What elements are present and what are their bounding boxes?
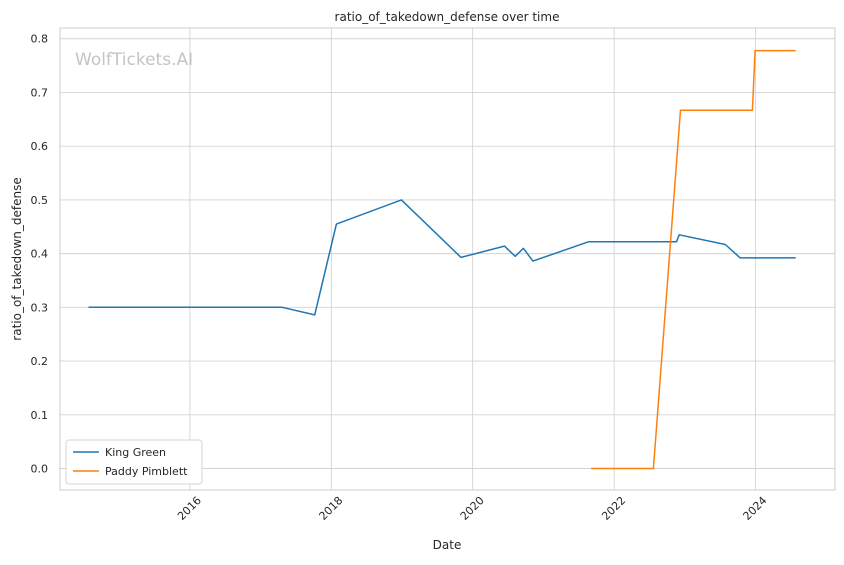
y-tick-label: 0.3 (31, 301, 49, 314)
y-tick-label: 0.4 (31, 248, 49, 261)
y-tick-label: 0.8 (31, 33, 49, 46)
y-tick-label: 0.0 (31, 463, 49, 476)
y-axis-label: ratio_of_takedown_defense (10, 177, 24, 340)
grid (60, 28, 835, 490)
x-tick-label: 2016 (175, 494, 204, 523)
plot-area (60, 28, 835, 490)
x-tick-label: 2020 (458, 494, 487, 523)
x-tick-label: 2018 (316, 494, 345, 523)
legend: King Green Paddy Pimblett (65, 439, 203, 485)
plot-frame (59, 27, 836, 491)
series-line-paddy-pimblett (591, 49, 796, 470)
y-tick-label: 0.2 (31, 355, 49, 368)
x-tick-label: 2024 (741, 494, 770, 523)
x-axis-label: Date (433, 538, 462, 552)
watermark: WolfTickets.AI (75, 50, 193, 70)
y-tick-label: 0.5 (31, 194, 49, 207)
series-line-king-green (88, 199, 796, 316)
legend-box (65, 439, 203, 485)
x-tick-label: 2022 (599, 494, 628, 523)
y-tick-label: 0.6 (31, 140, 49, 153)
legend-label-king-green: King Green (105, 446, 166, 459)
legend-label-paddy-pimblett: Paddy Pimblett (105, 465, 188, 478)
chart-title: ratio_of_takedown_defense over time (335, 10, 560, 24)
y-tick-label: 0.1 (31, 409, 49, 422)
y-tick-label: 0.7 (31, 86, 49, 99)
series-layer (88, 49, 796, 470)
